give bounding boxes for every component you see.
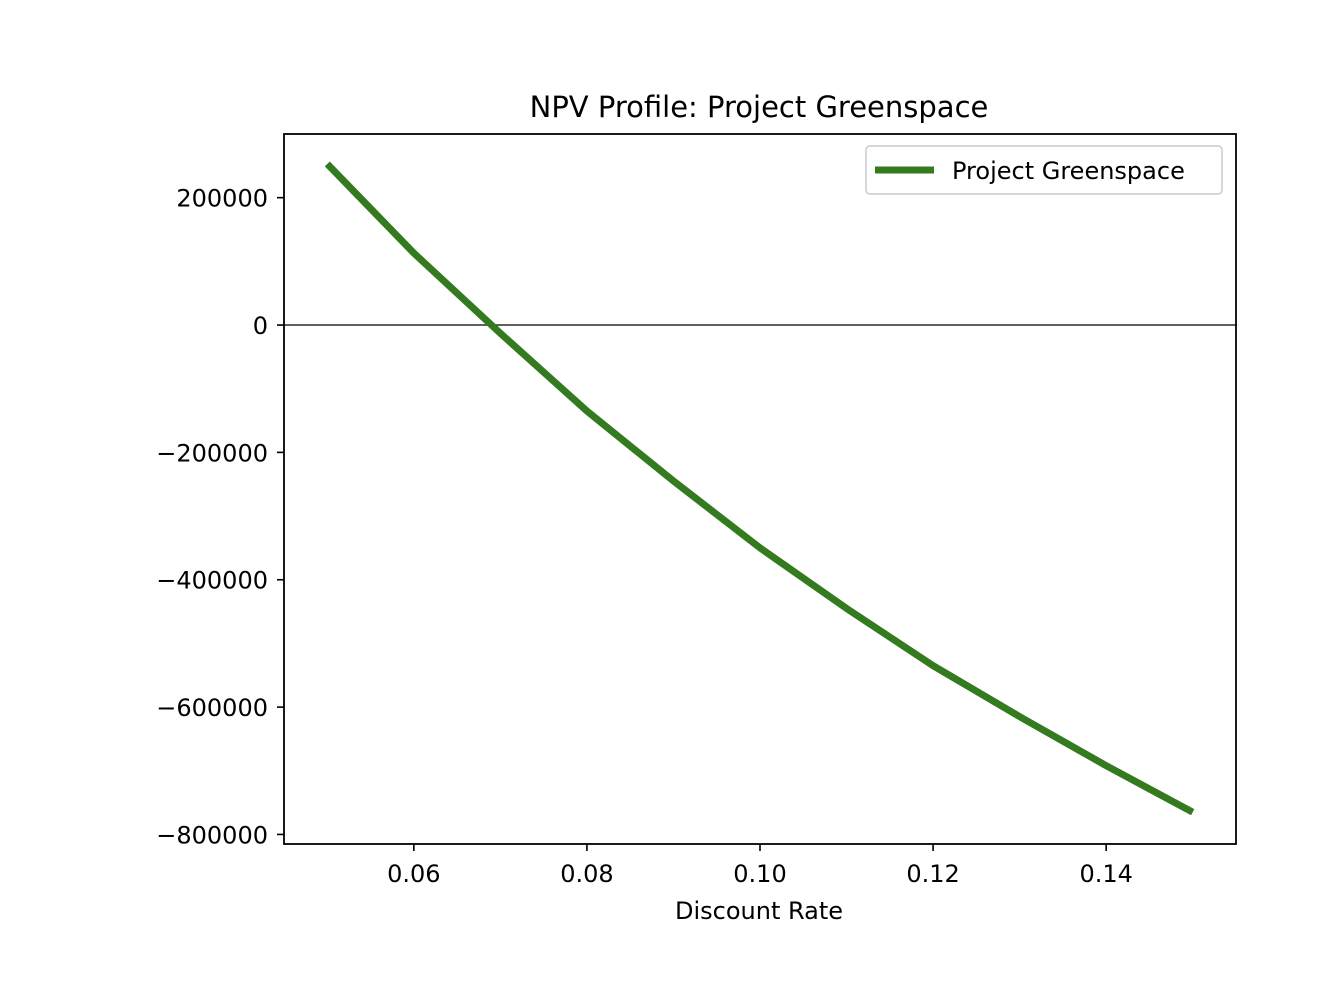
legend-box [865, 145, 1223, 195]
plot-area: 0.06 0.08 0.10 0.12 0.14 200000 0 −200000 −40000… [156, 133, 1237, 888]
x-axis-label: Discount Rate [675, 897, 843, 925]
x-tick-label: 0.12 [906, 860, 959, 888]
y-tick-label: 200000 [176, 185, 268, 213]
x-tick-label: 0.10 [733, 860, 786, 888]
y-tick-label: −200000 [156, 439, 268, 467]
x-tick-label: 0.08 [560, 860, 613, 888]
legend-label: Project Greenspace [952, 157, 1185, 185]
x-tick-label: 0.06 [387, 860, 440, 888]
x-tick-label: 0.14 [1079, 860, 1132, 888]
y-tick-label: −400000 [156, 567, 268, 595]
y-tick-label: −600000 [156, 694, 268, 722]
series-line-0 [324, 161, 1195, 816]
y-tick-label: 0 [253, 312, 268, 340]
y-tick-label: −800000 [156, 821, 268, 849]
chart-title: NPV Profile: Project Greenspace [530, 90, 989, 124]
